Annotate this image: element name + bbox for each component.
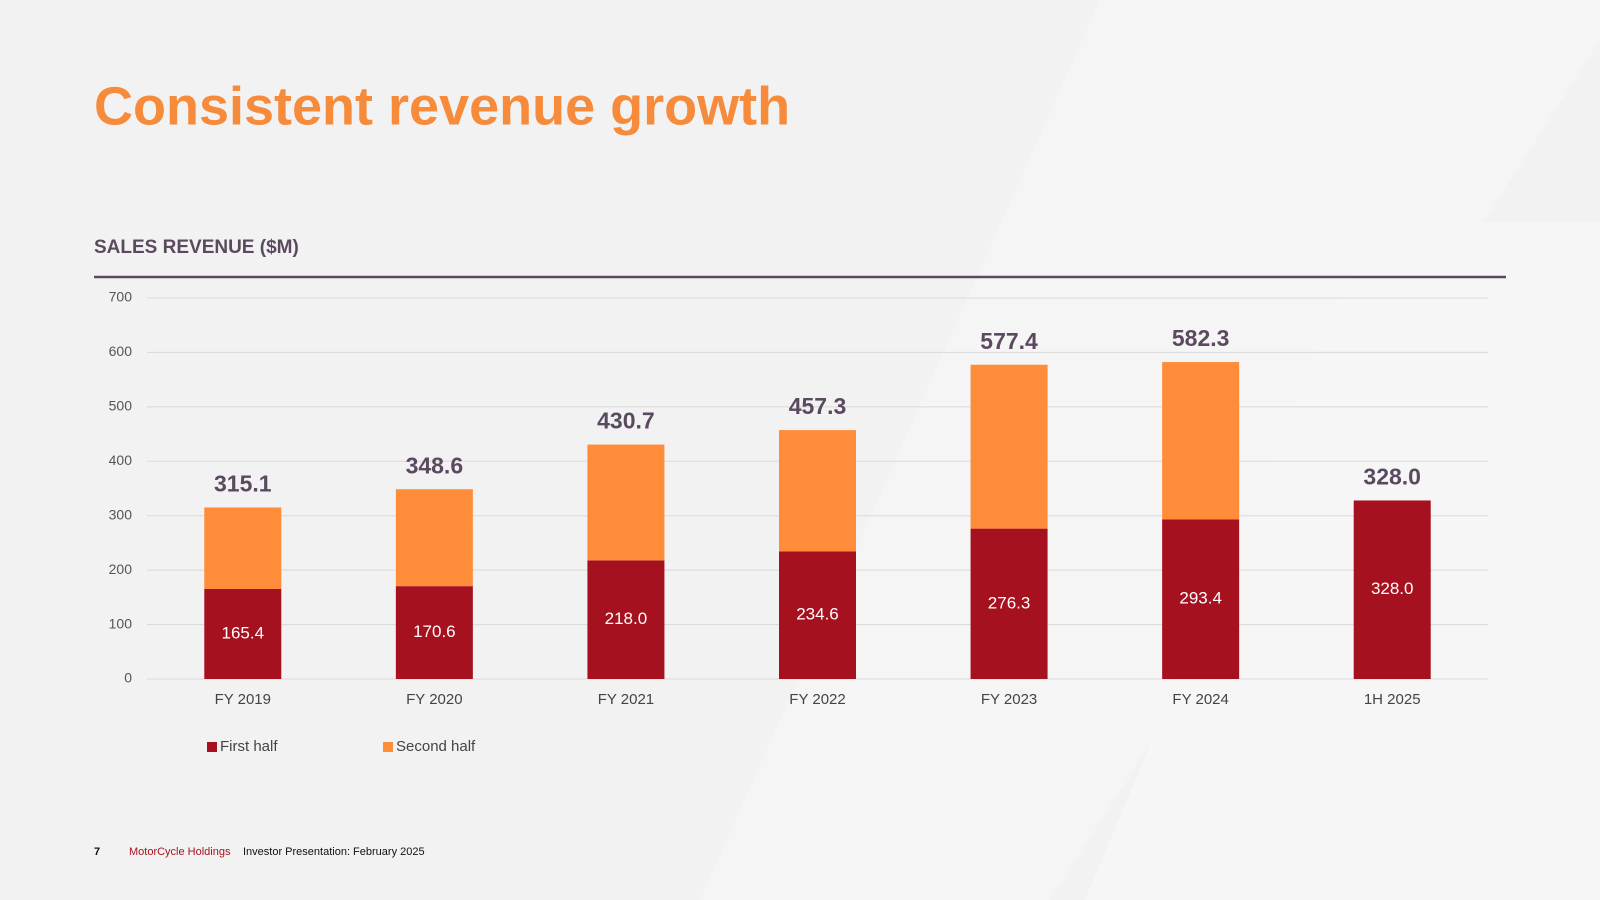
footer-text: Investor Presentation: February 2025	[243, 846, 425, 858]
value-label: 170.6	[413, 622, 456, 641]
bar-segment	[395, 489, 473, 587]
x-tick-label: FY 2020	[406, 691, 462, 708]
y-tick-label: 700	[109, 289, 133, 305]
value-label: 328.0	[1371, 579, 1414, 598]
value-label: 276.3	[988, 593, 1031, 612]
bar-segment	[970, 528, 1048, 679]
chart: 0 100 200 300 400 500 600 700 FY 2019 165.4 315.1 F…	[109, 289, 1488, 755]
value-label: 218.0	[605, 609, 648, 628]
y-tick-label: 200	[109, 561, 133, 577]
slide-title: Consistent revenue growth	[94, 76, 790, 136]
y-tick-label: 500	[109, 398, 133, 414]
legend-swatch	[383, 742, 393, 752]
bar-segment	[204, 507, 282, 589]
page-number: 7	[94, 846, 100, 858]
legend-label: First half	[220, 738, 278, 755]
bar-segment	[779, 430, 856, 552]
bar-segment	[204, 588, 282, 679]
x-tick-label: FY 2024	[1172, 691, 1228, 708]
legend-swatch	[207, 742, 217, 752]
bar-segment	[1353, 500, 1431, 679]
value-label: 234.6	[796, 605, 839, 624]
total-label: 348.6	[406, 452, 464, 478]
total-label: 582.3	[1172, 325, 1230, 351]
x-tick-label: FY 2021	[598, 691, 654, 708]
bar-segment	[970, 364, 1048, 529]
x-tick-label: FY 2023	[981, 691, 1037, 708]
x-tick-label: FY 2019	[215, 691, 271, 708]
bar-segment	[1162, 519, 1240, 679]
y-tick-label: 100	[109, 615, 133, 631]
bar-segment	[395, 586, 473, 679]
bar-segment	[1162, 362, 1240, 520]
value-label: 165.4	[222, 623, 265, 642]
total-label: 577.4	[980, 328, 1038, 354]
bar-segment	[587, 560, 665, 679]
bar-segment	[779, 551, 856, 679]
bg-shape	[1085, 222, 1600, 900]
chart-title: SALES REVENUE ($M)	[94, 237, 299, 258]
y-tick-label: 300	[109, 506, 133, 522]
legend-label: Second half	[396, 738, 476, 755]
total-label: 430.7	[597, 408, 655, 434]
x-tick-label: FY 2022	[789, 691, 845, 708]
value-label: 293.4	[1179, 589, 1222, 608]
total-label: 315.1	[214, 471, 272, 497]
y-tick-label: 400	[109, 452, 133, 468]
x-tick-label: 1H 2025	[1364, 691, 1421, 708]
total-label: 328.0	[1363, 464, 1421, 490]
y-tick-label: 0	[124, 670, 132, 686]
footer-company: MotorCycle Holdings	[129, 846, 231, 858]
y-tick-label: 600	[109, 343, 133, 359]
bar-segment	[587, 444, 665, 561]
total-label: 457.3	[789, 393, 847, 419]
